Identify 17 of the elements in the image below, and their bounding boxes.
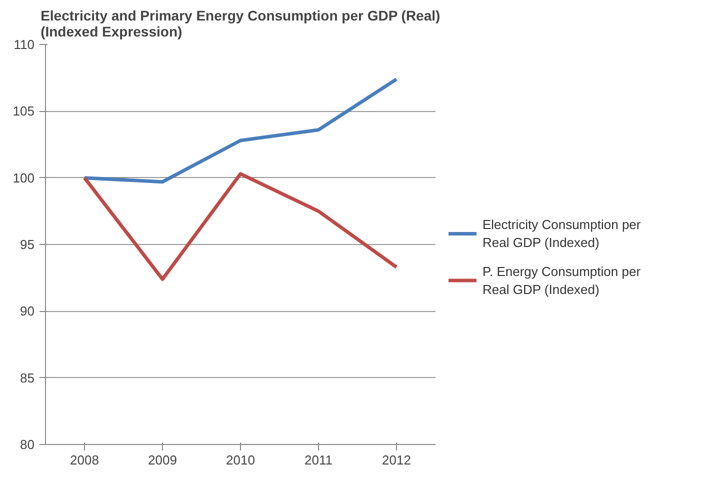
legend-label: P. Energy Consumption per Real GDP (Indexed) (482, 264, 642, 298)
y-tick-label: 85 (20, 370, 35, 386)
line-series (82, 77, 398, 184)
y-tick-label: 105 (12, 104, 35, 119)
legend-label: Electricity Consumption per Real GDP (Indexed) (482, 217, 642, 250)
x-tick-label: 2008 (70, 452, 99, 468)
x-tick-label: 2009 (148, 452, 177, 468)
y-tick-label: 80 (20, 437, 35, 452)
x-tick-label: 2010 (226, 452, 255, 468)
y-tick-label: 90 (20, 304, 35, 319)
y-tick-label: 100 (12, 170, 35, 186)
x-tick-label: 2011 (304, 452, 332, 468)
chart-title: Electricity and Primary Energy Consumption per GDP (Real) (Indexed Expression) (40, 8, 440, 40)
x-tick-label: 2012 (382, 452, 411, 468)
y-tick-label: 95 (20, 237, 35, 252)
line-series (82, 172, 398, 281)
y-tick-label: 110 (14, 37, 35, 52)
